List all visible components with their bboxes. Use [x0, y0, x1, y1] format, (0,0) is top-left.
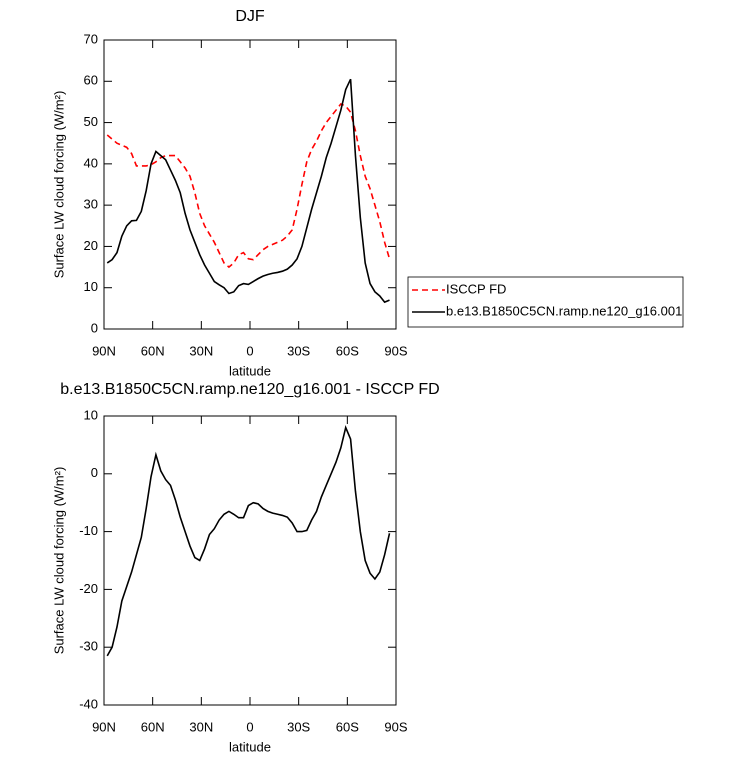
series-line	[106, 425, 391, 657]
legend-label: b.e13.B1850C5CN.ramp.ne120_g16.001	[446, 303, 682, 318]
x-tick-label: 30N	[189, 343, 213, 358]
y-tick-label: 70	[84, 31, 98, 46]
y-tick-label: 30	[84, 197, 98, 212]
series-line	[106, 78, 390, 304]
chart-title: b.e13.B1850C5CN.ramp.ne120_g16.001 - ISC…	[60, 381, 439, 398]
x-axis-label: latitude	[229, 363, 271, 378]
x-tick-label: 30S	[287, 343, 310, 358]
y-tick-label: 60	[84, 73, 98, 88]
legend-box	[407, 276, 684, 328]
y-tick-label: 50	[84, 114, 98, 129]
y-tick-label: 0	[91, 465, 98, 480]
x-tick-label: 60S	[336, 343, 359, 358]
y-tick-label: 40	[84, 155, 98, 170]
y-axis-label: Surface LW cloud forcing (W/m²)	[51, 467, 66, 655]
legend-label: ISCCP FD	[446, 281, 506, 296]
x-tick-label: 90N	[92, 343, 116, 358]
y-tick-label: -10	[79, 523, 98, 538]
x-tick-label: 30S	[287, 719, 310, 734]
y-tick-label: 10	[84, 407, 98, 422]
x-tick-label: 0	[246, 719, 253, 734]
x-tick-label: 60N	[141, 719, 165, 734]
x-tick-label: 0	[246, 343, 253, 358]
y-tick-label: -30	[79, 639, 98, 654]
y-tick-label: 0	[91, 320, 98, 335]
x-tick-label: 30N	[189, 719, 213, 734]
x-tick-label: 60N	[141, 343, 165, 358]
chart-title: DJF	[235, 8, 265, 25]
x-tick-label: 60S	[336, 719, 359, 734]
y-axis-label: Surface LW cloud forcing (W/m²)	[51, 91, 66, 279]
x-tick-label: 90S	[384, 343, 407, 358]
x-tick-label: 90S	[384, 719, 407, 734]
x-axis-label: latitude	[229, 739, 271, 754]
y-tick-label: -20	[79, 581, 98, 596]
x-tick-label: 90N	[92, 719, 116, 734]
y-tick-label: 20	[84, 238, 98, 253]
y-tick-label: 10	[84, 279, 98, 294]
y-tick-label: -40	[79, 696, 98, 711]
series-line	[106, 103, 391, 269]
